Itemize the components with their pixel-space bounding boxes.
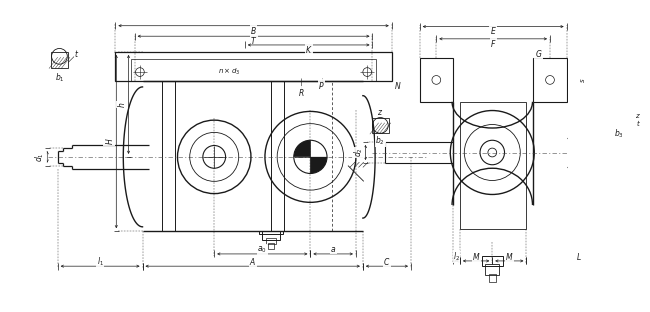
Text: $K$: $K$: [305, 44, 313, 55]
Bar: [420, 58, 453, 102]
Bar: [534, 58, 567, 102]
Text: $H$: $H$: [104, 138, 115, 145]
Bar: [460, 102, 526, 229]
Bar: [268, 243, 274, 249]
Text: $R$: $R$: [298, 87, 304, 98]
Bar: [489, 274, 496, 282]
Text: $N$: $N$: [394, 80, 402, 91]
Wedge shape: [311, 157, 327, 173]
Text: $z$: $z$: [636, 112, 641, 120]
Bar: [486, 265, 499, 275]
Text: $b_2$: $b_2$: [376, 134, 385, 147]
Circle shape: [488, 148, 497, 157]
Text: $b_1$: $b_1$: [55, 72, 64, 85]
Text: $t$: $t$: [74, 48, 79, 59]
Text: $s$: $s$: [579, 77, 587, 83]
Text: $M$: $M$: [472, 251, 480, 262]
Text: $b_3$: $b_3$: [614, 128, 624, 140]
Bar: [610, 111, 628, 127]
Bar: [131, 59, 376, 81]
Text: $h$: $h$: [116, 101, 127, 108]
Text: $G$: $G$: [535, 48, 542, 59]
Text: $a_0$: $a_0$: [257, 244, 267, 255]
Bar: [372, 118, 389, 133]
Text: $T$: $T$: [250, 35, 257, 46]
Text: $d_1$: $d_1$: [34, 152, 46, 162]
Bar: [259, 231, 283, 234]
Text: $d_2$: $d_2$: [352, 148, 365, 157]
Text: $B$: $B$: [250, 25, 257, 36]
Text: $P$: $P$: [318, 80, 325, 91]
Text: $C$: $C$: [384, 256, 391, 267]
Text: $l_2$: $l_2$: [453, 250, 460, 263]
Bar: [263, 231, 280, 240]
Bar: [482, 256, 503, 266]
Text: $L$: $L$: [577, 251, 582, 262]
Text: $a$: $a$: [330, 245, 336, 254]
Text: $M$: $M$: [505, 251, 514, 262]
Bar: [51, 52, 68, 68]
Bar: [116, 52, 392, 81]
Text: $n\times d_3$: $n\times d_3$: [218, 67, 240, 77]
Wedge shape: [294, 140, 311, 157]
Text: $t$: $t$: [636, 118, 641, 128]
Text: $z$: $z$: [377, 108, 384, 117]
Text: $E$: $E$: [489, 26, 497, 37]
Text: $A$: $A$: [249, 256, 256, 267]
Bar: [266, 238, 276, 244]
Text: $F$: $F$: [490, 38, 497, 49]
Text: $l_1$: $l_1$: [97, 256, 103, 268]
